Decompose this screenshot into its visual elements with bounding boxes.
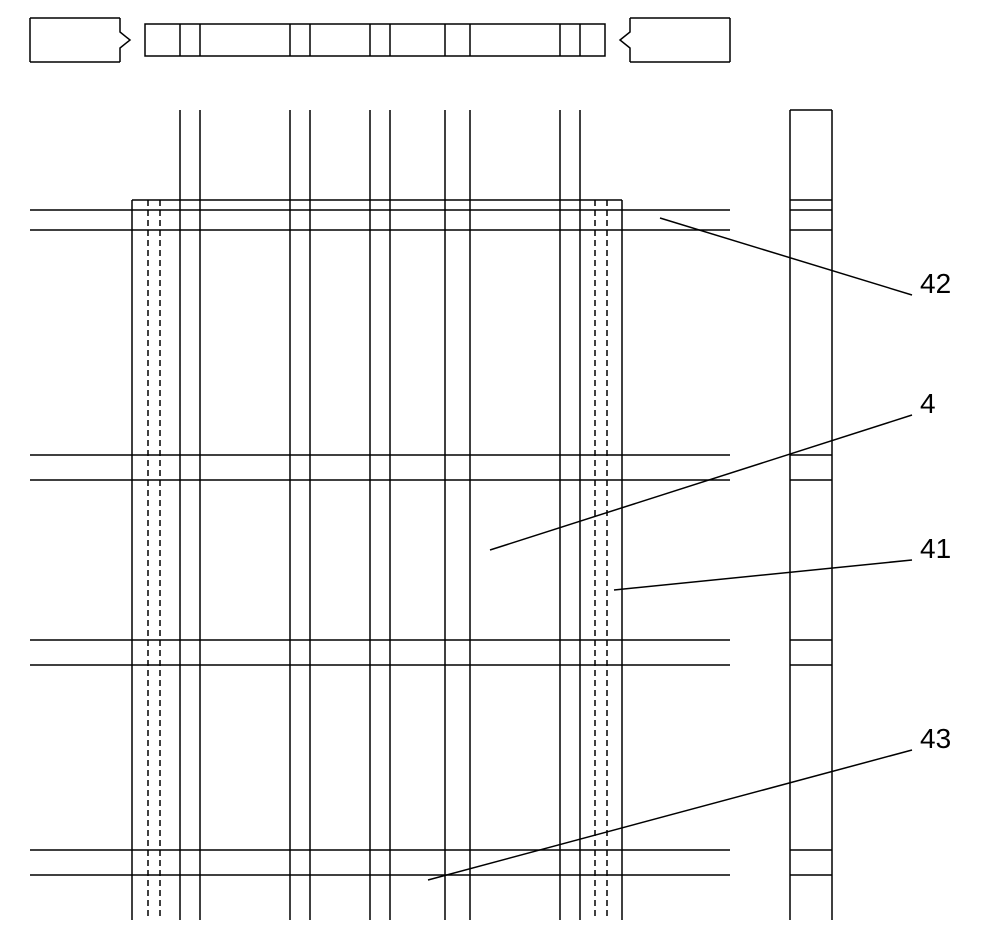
diagram-svg — [0, 0, 1000, 930]
label-42: 42 — [920, 268, 951, 300]
engineering-diagram — [0, 0, 1000, 930]
label-4: 4 — [920, 388, 936, 420]
label-41: 41 — [920, 533, 951, 565]
label-43: 43 — [920, 723, 951, 755]
